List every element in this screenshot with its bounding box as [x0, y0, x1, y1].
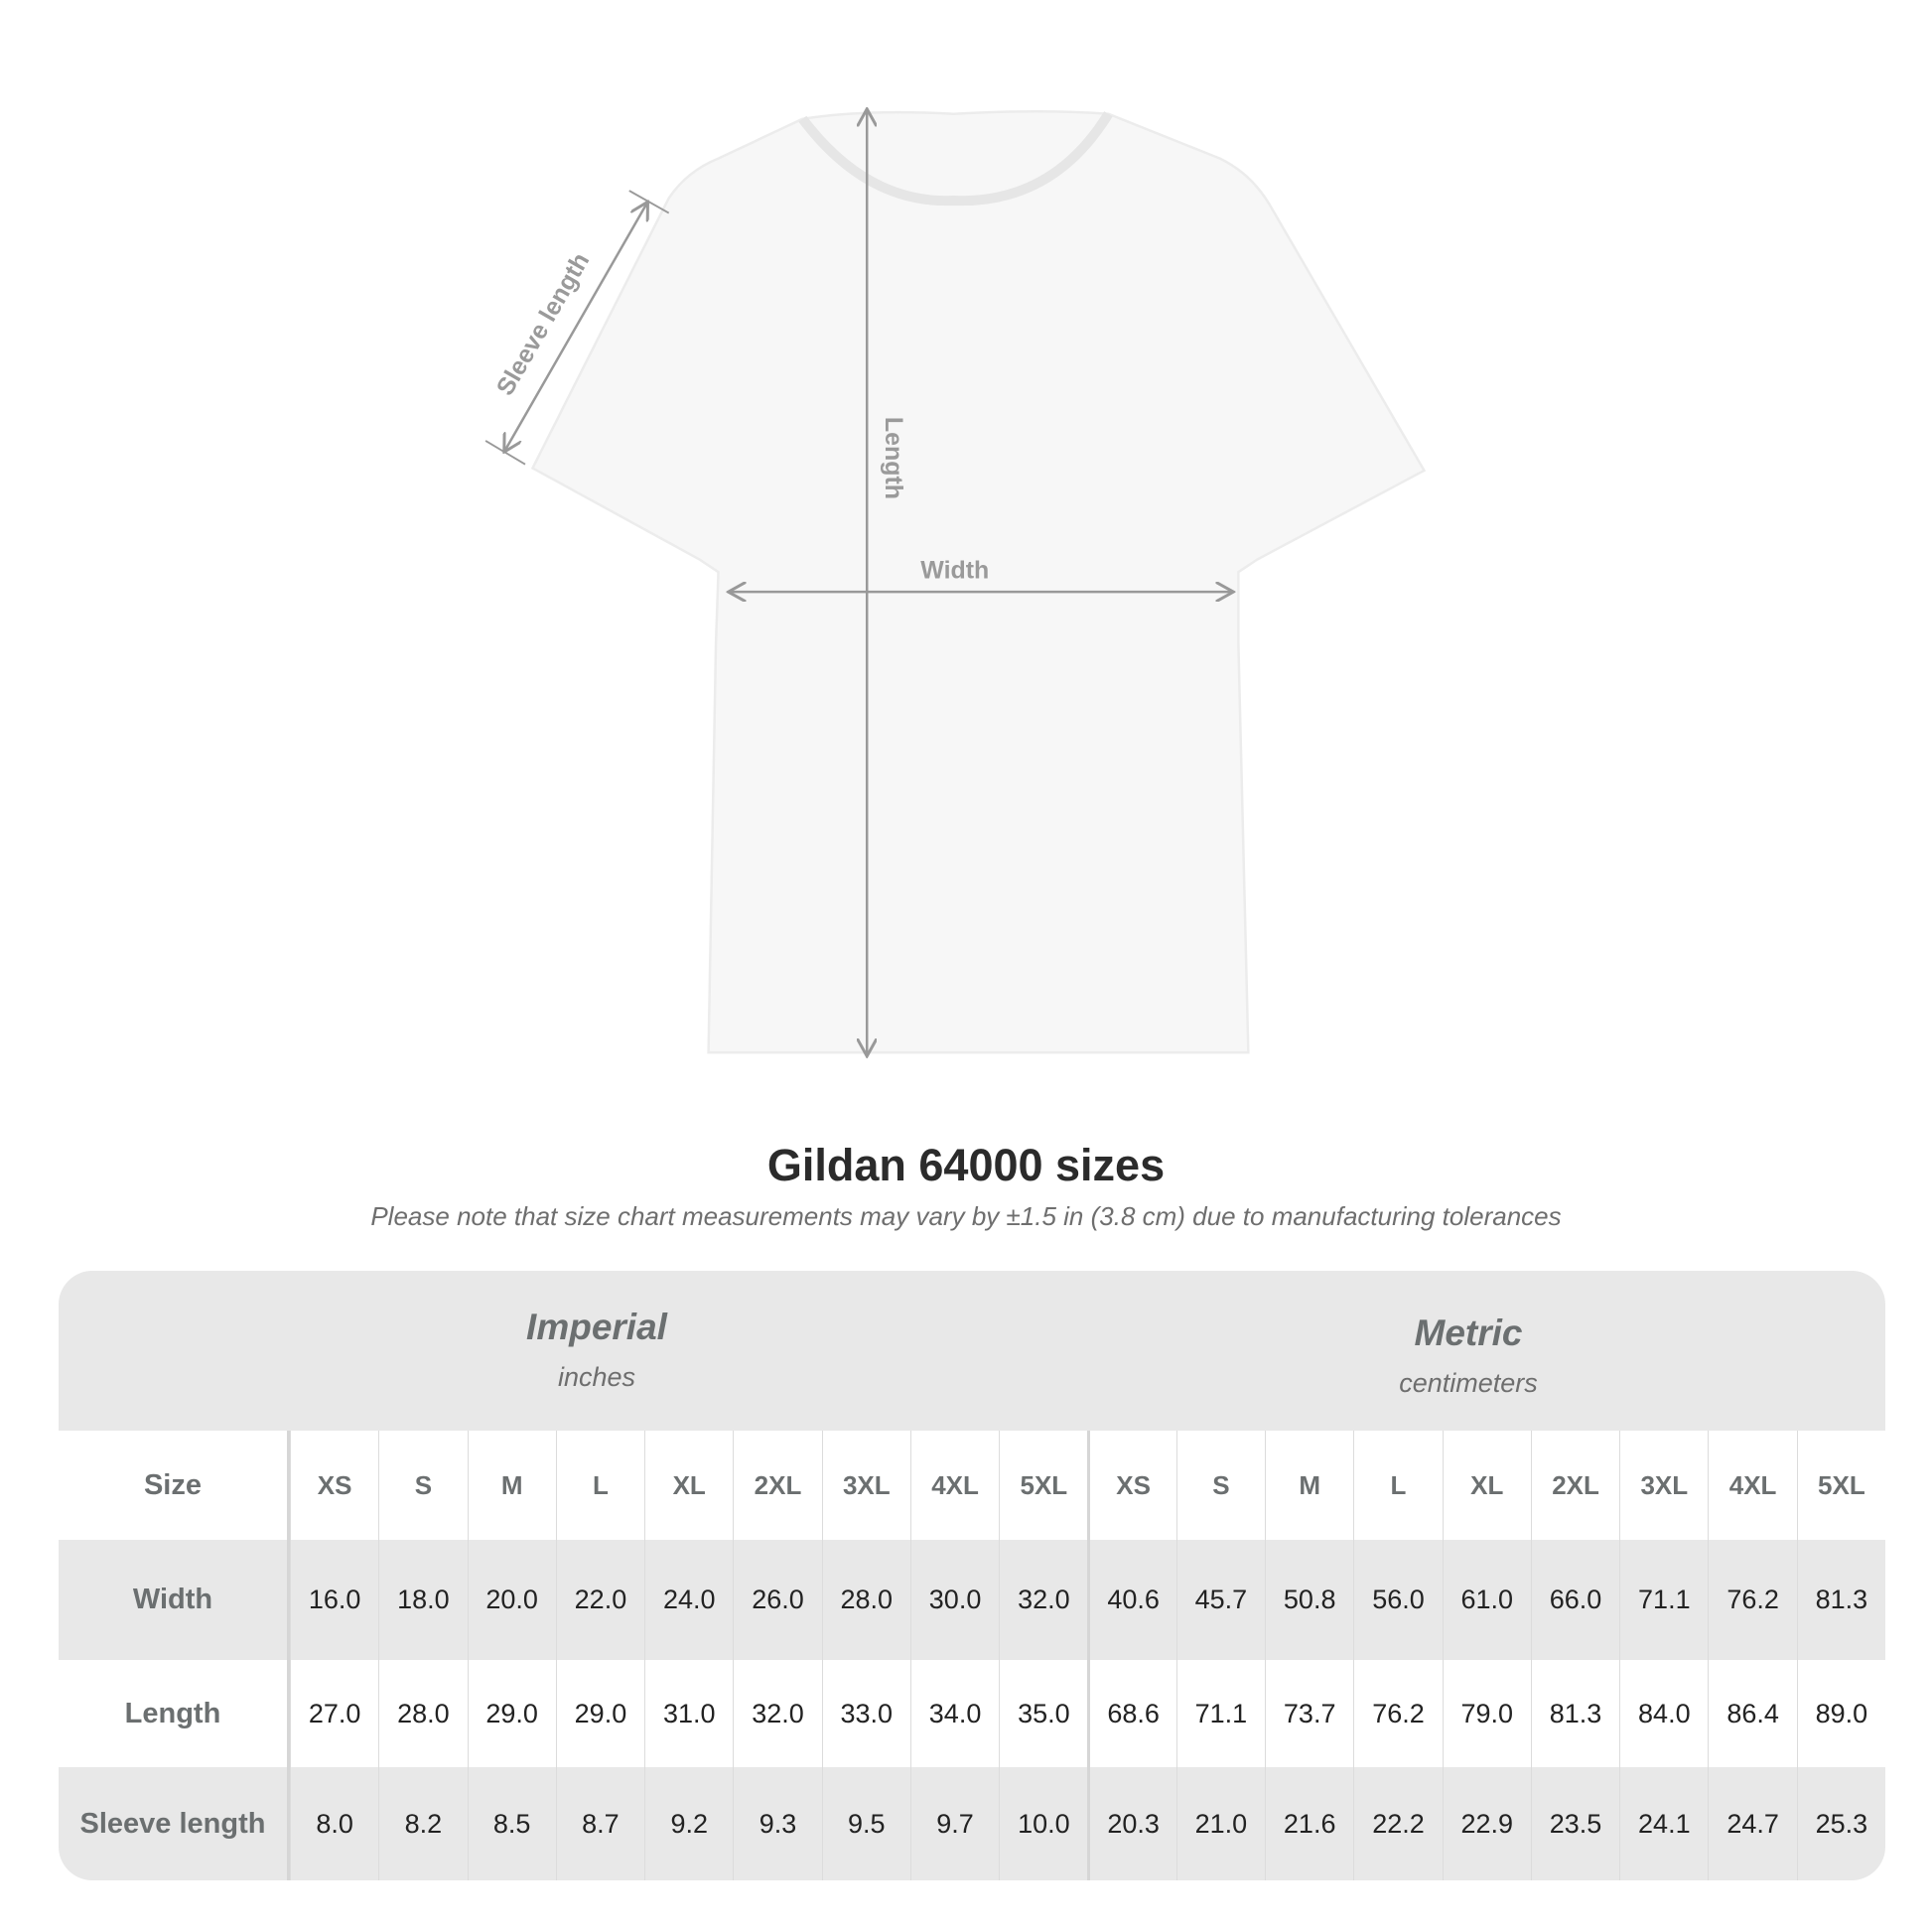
metric-size-header: 4XL — [1708, 1431, 1796, 1540]
length-label: Length — [880, 417, 907, 499]
table-row: Length 27.0 28.0 29.0 29.0 31.0 32.0 33.0 34.0 35… — [59, 1660, 1885, 1767]
metric-value-cell: 76.2 — [1353, 1660, 1442, 1767]
imperial-value-cell: 32.0 — [733, 1660, 821, 1767]
metric-value-cell: 73.7 — [1265, 1660, 1353, 1767]
imperial-value-cell: 27.0 — [289, 1660, 378, 1767]
imperial-value-cell: 8.5 — [467, 1767, 556, 1880]
metric-value-cell: 21.0 — [1175, 1767, 1265, 1880]
imperial-value-cell: 26.0 — [733, 1540, 821, 1660]
imperial-size-header: 5XL — [999, 1431, 1087, 1540]
imperial-size-header: XS — [289, 1431, 378, 1540]
metric-value-cell: 76.2 — [1708, 1540, 1796, 1660]
imperial-size-header: S — [378, 1431, 467, 1540]
imperial-value-cell: 34.0 — [909, 1660, 999, 1767]
metric-value-cell: 81.3 — [1530, 1660, 1619, 1767]
row-label: Width — [59, 1540, 290, 1660]
size-table: Imperial inches Metric centimeters Size X… — [59, 1271, 1885, 1880]
metric-size-header: XL — [1442, 1431, 1531, 1540]
metric-value-cell: 56.0 — [1353, 1540, 1442, 1660]
metric-title: Metric — [1414, 1312, 1523, 1353]
imperial-unit: inches — [557, 1362, 636, 1392]
imperial-size-header: L — [555, 1431, 644, 1540]
imperial-value-cell: 35.0 — [999, 1660, 1087, 1767]
metric-value-cell: 40.6 — [1087, 1540, 1175, 1660]
table-row: Sleeve length 8.0 8.2 8.5 8.7 9.2 9.3 9.5 9.7 10.… — [59, 1767, 1885, 1880]
width-label: Width — [920, 556, 989, 584]
imperial-header: Imperial inches — [249, 1307, 944, 1393]
metric-value-cell: 86.4 — [1708, 1660, 1796, 1767]
row-label: Length — [59, 1660, 290, 1767]
metric-value-cell: 79.0 — [1442, 1660, 1531, 1767]
metric-value-cell: 24.7 — [1708, 1767, 1796, 1880]
page-title: Gildan 64000 sizes — [766, 1140, 1166, 1190]
units-header: Imperial inches Metric centimeters — [59, 1271, 1885, 1431]
imperial-value-cell: 8.0 — [289, 1767, 378, 1880]
metric-size-header: M — [1265, 1431, 1353, 1540]
metric-value-cell: 22.2 — [1353, 1767, 1442, 1880]
imperial-value-cell: 29.0 — [467, 1660, 556, 1767]
table-row: Width 16.0 18.0 20.0 22.0 24.0 26.0 28.0 30.0 32.… — [59, 1540, 1885, 1660]
metric-value-cell: 71.1 — [1619, 1540, 1708, 1660]
imperial-size-header: 2XL — [733, 1431, 821, 1540]
imperial-value-cell: 9.5 — [821, 1767, 910, 1880]
imperial-value-cell: 30.0 — [909, 1540, 999, 1660]
imperial-value-cell: 33.0 — [821, 1660, 910, 1767]
row-label: Sleeve length — [59, 1767, 290, 1880]
imperial-value-cell: 8.2 — [378, 1767, 467, 1880]
imperial-value-cell: 31.0 — [644, 1660, 733, 1767]
imperial-value-cell: 16.0 — [289, 1540, 378, 1660]
metric-value-cell: 24.1 — [1619, 1767, 1708, 1880]
metric-size-header: 2XL — [1530, 1431, 1619, 1540]
metric-value-cell: 22.9 — [1442, 1767, 1531, 1880]
metric-size-header: 3XL — [1619, 1431, 1708, 1540]
metric-value-cell: 66.0 — [1530, 1540, 1619, 1660]
imperial-value-cell: 32.0 — [999, 1540, 1087, 1660]
imperial-value-cell: 18.0 — [378, 1540, 467, 1660]
metric-size-header: 5XL — [1796, 1431, 1885, 1540]
metric-value-cell: 21.6 — [1265, 1767, 1353, 1880]
metric-value-cell: 89.0 — [1796, 1660, 1885, 1767]
imperial-value-cell: 29.0 — [555, 1660, 644, 1767]
imperial-size-header: 4XL — [909, 1431, 999, 1540]
imperial-value-cell: 28.0 — [378, 1660, 467, 1767]
metric-size-header: L — [1353, 1431, 1442, 1540]
metric-value-cell: 71.1 — [1175, 1660, 1265, 1767]
metric-value-cell: 84.0 — [1619, 1660, 1708, 1767]
tshirt-collar — [798, 111, 1113, 207]
imperial-value-cell: 9.2 — [644, 1767, 733, 1880]
metric-value-cell: 68.6 — [1087, 1660, 1175, 1767]
metric-size-header: XS — [1087, 1431, 1175, 1540]
imperial-size-header: M — [467, 1431, 556, 1540]
metric-value-cell: 45.7 — [1175, 1540, 1265, 1660]
imperial-value-cell: 9.7 — [909, 1767, 999, 1880]
imperial-value-cell: 9.3 — [733, 1767, 821, 1880]
imperial-value-cell: 28.0 — [821, 1540, 910, 1660]
imperial-value-cell: 10.0 — [999, 1767, 1087, 1880]
metric-value-cell: 25.3 — [1796, 1767, 1885, 1880]
metric-unit: centimeters — [1399, 1368, 1538, 1398]
size-header-row: Size XS S M L XL 2XL 3XL 4XL 5XL XS S M L XL 2XL 3XL 4XL 5… — [59, 1431, 1885, 1540]
imperial-value-cell: 20.0 — [467, 1540, 556, 1660]
metric-value-cell: 50.8 — [1265, 1540, 1353, 1660]
metric-value-cell: 20.3 — [1087, 1767, 1175, 1880]
metric-size-header: S — [1175, 1431, 1265, 1540]
tshirt-measurement-diagram: Sleeve length Length Width — [484, 0, 1427, 1092]
imperial-value-cell: 8.7 — [555, 1767, 644, 1880]
metric-value-cell: 61.0 — [1442, 1540, 1531, 1660]
imperial-size-header: 3XL — [821, 1431, 910, 1540]
metric-value-cell: 23.5 — [1530, 1767, 1619, 1880]
metric-value-cell: 81.3 — [1796, 1540, 1885, 1660]
metric-header: Metric centimeters — [1121, 1312, 1816, 1399]
imperial-value-cell: 24.0 — [644, 1540, 733, 1660]
row-label: Size — [59, 1431, 290, 1540]
imperial-title: Imperial — [526, 1307, 667, 1347]
imperial-value-cell: 22.0 — [555, 1540, 644, 1660]
tolerance-note: Please note that size chart measurements… — [370, 1201, 1562, 1231]
imperial-size-header: XL — [644, 1431, 733, 1540]
sleeve-arrow — [504, 202, 648, 452]
